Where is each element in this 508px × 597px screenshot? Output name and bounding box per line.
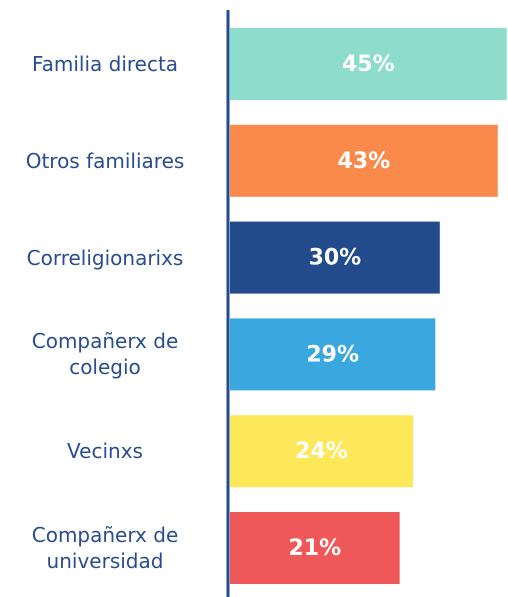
bar: [230, 124, 498, 197]
category-label: Familia directa: [31, 52, 179, 76]
value-label: 29%: [306, 342, 359, 367]
bar: [230, 415, 414, 488]
bar: [230, 318, 436, 391]
category-label: Compañerx de universidad: [31, 523, 179, 573]
value-label: 43%: [338, 149, 391, 174]
category-label: Compañerx de colegio: [31, 329, 179, 380]
value-label: 30%: [309, 246, 362, 271]
category-label: Correligionarixs: [26, 245, 184, 270]
value-label: 21%: [288, 536, 341, 561]
bar: [230, 221, 440, 294]
bar: [230, 512, 400, 584]
bar: [230, 28, 507, 100]
value-label: 45%: [342, 52, 395, 77]
category-label: Vecinxs: [67, 439, 143, 464]
value-label: 24%: [295, 439, 348, 464]
category-label: Otros familiares: [25, 148, 185, 173]
